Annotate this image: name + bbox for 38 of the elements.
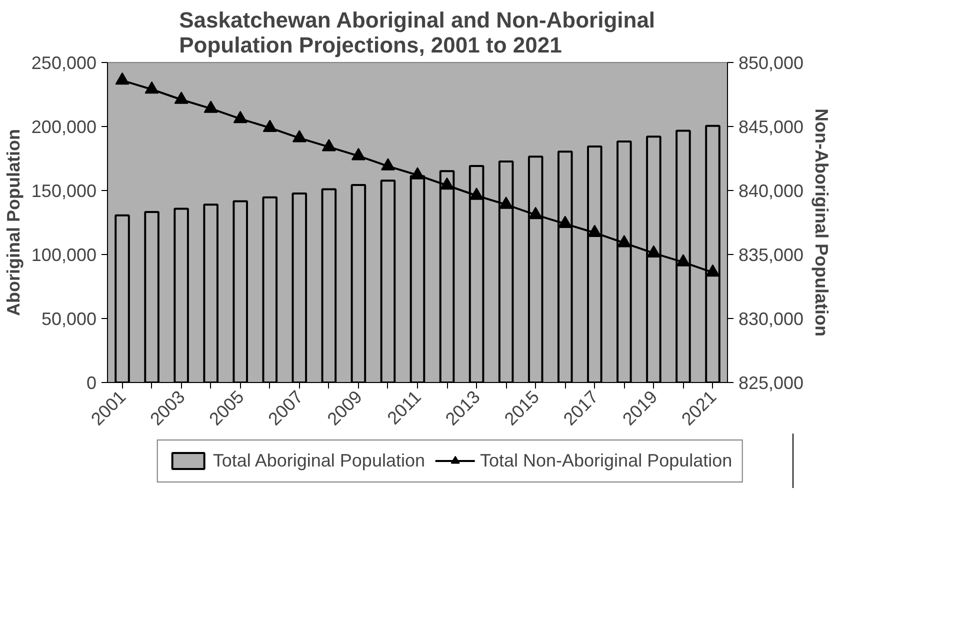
point bbox=[380, 158, 395, 170]
point bbox=[204, 100, 218, 113]
point bbox=[440, 177, 454, 190]
point bbox=[588, 224, 602, 237]
y-tick-label: 50,000 bbox=[41, 309, 97, 329]
y2-tick-label: 850,000 bbox=[738, 53, 804, 73]
point bbox=[322, 138, 336, 152]
point bbox=[115, 72, 130, 85]
point bbox=[499, 196, 514, 209]
point bbox=[676, 254, 690, 266]
y2-axis-title: Non-Aboriginal Population bbox=[812, 108, 832, 336]
y-tick-label: 200,000 bbox=[31, 117, 97, 137]
legend-label: Total Aboriginal Population bbox=[212, 450, 425, 471]
y-tick-label: 150,000 bbox=[31, 181, 97, 201]
point bbox=[233, 110, 248, 124]
chart-title: Saskatchewan Aboriginal and Non-Aboriginal Population Projections, 2001 to 2021 bbox=[179, 8, 656, 58]
y2-tick-label: 835,000 bbox=[738, 245, 804, 265]
point bbox=[351, 148, 366, 160]
y2-tick-label: 825,000 bbox=[738, 373, 804, 393]
point bbox=[174, 92, 188, 104]
point bbox=[528, 206, 543, 220]
point bbox=[558, 216, 572, 228]
y2-tick-label: 830,000 bbox=[738, 309, 804, 329]
point bbox=[410, 167, 424, 180]
point bbox=[470, 188, 484, 200]
point bbox=[262, 120, 277, 132]
point bbox=[706, 264, 720, 277]
y-tick-label: 0 bbox=[86, 373, 97, 393]
point bbox=[617, 234, 632, 248]
y-axis-title: Aboriginal Population bbox=[3, 128, 24, 316]
point bbox=[292, 130, 306, 142]
point bbox=[646, 245, 661, 258]
y-tick-label: 100,000 bbox=[31, 245, 97, 265]
point bbox=[144, 81, 159, 94]
legend-label: Total Non-Aboriginal Population bbox=[480, 450, 732, 471]
y-tick-label: 250,000 bbox=[31, 53, 97, 73]
y2-tick-label: 840,000 bbox=[738, 181, 804, 201]
y2-tick-label: 845,000 bbox=[738, 117, 804, 137]
